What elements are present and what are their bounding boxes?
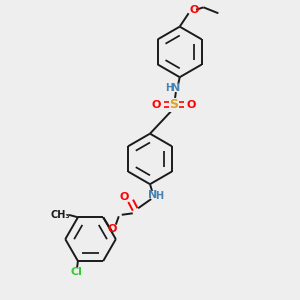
- Text: CH₃: CH₃: [51, 210, 70, 220]
- Text: H: H: [165, 82, 173, 93]
- Text: O: O: [152, 100, 161, 110]
- Text: Cl: Cl: [70, 267, 83, 277]
- Text: S: S: [169, 98, 178, 111]
- Text: N: N: [148, 190, 158, 200]
- Text: O: O: [189, 5, 199, 15]
- Text: H: H: [155, 191, 164, 201]
- Text: O: O: [107, 224, 117, 234]
- Text: O: O: [186, 100, 196, 110]
- Text: O: O: [119, 192, 129, 202]
- Text: N: N: [171, 83, 180, 94]
